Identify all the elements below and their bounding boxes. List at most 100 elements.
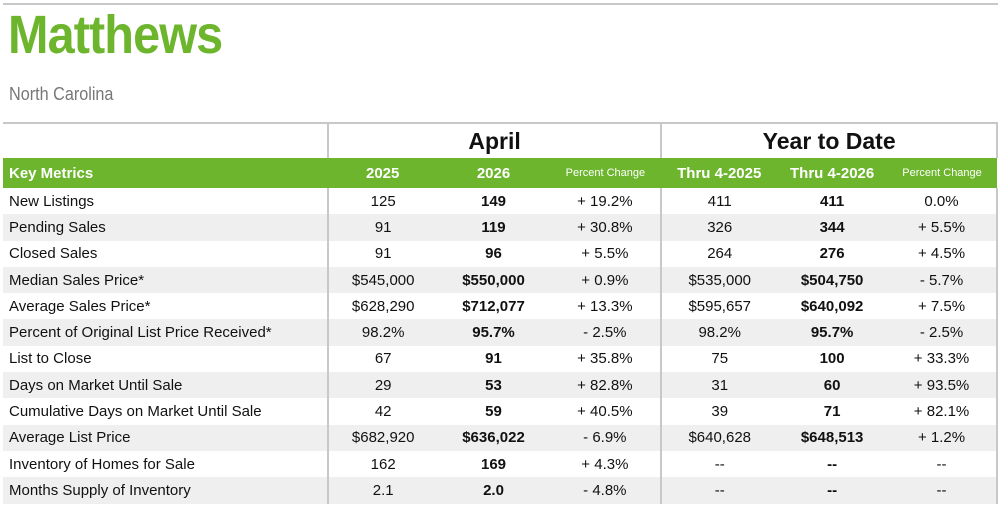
metric-name: Percent of Original List Price Received* bbox=[3, 319, 328, 346]
metric-value: + 40.5% bbox=[577, 403, 633, 421]
metric-value: 95.7% bbox=[437, 319, 550, 346]
metric-value: 326 bbox=[660, 214, 778, 241]
header-row: Key Metrics 2025 2026 Percent Change Thru 4-… bbox=[3, 158, 997, 188]
metric-value: $712,077 bbox=[462, 297, 525, 315]
metric-value: 125 bbox=[326, 188, 438, 215]
metric-value: $648,513 bbox=[777, 424, 888, 451]
metric-value: -- bbox=[777, 477, 888, 504]
metric-value: -- bbox=[887, 450, 998, 478]
metric-value: $545,000 bbox=[326, 266, 438, 294]
metric-value: 42 bbox=[326, 398, 438, 425]
metrics-table: April Year to Date Key Metrics 2025 2026 Pe… bbox=[3, 122, 998, 504]
metric-name: Median Sales Price* bbox=[3, 266, 328, 294]
metric-value: 91 bbox=[485, 350, 502, 368]
metric-value: + 13.3% bbox=[577, 297, 633, 315]
blank bbox=[3, 122, 328, 158]
metric-value: + 93.5% bbox=[887, 372, 998, 399]
top-rule bbox=[3, 3, 998, 5]
metric-value: - 5.7% bbox=[887, 266, 998, 294]
metric-value: 0.0% bbox=[887, 188, 998, 215]
metric-value: 39 bbox=[660, 398, 778, 425]
metric-value: 71 bbox=[823, 403, 841, 421]
metric-value: - 2.5% bbox=[549, 319, 662, 346]
metric-value: + 5.5% bbox=[581, 245, 629, 263]
metric-value: -- bbox=[887, 477, 998, 504]
metric-value: 60 bbox=[777, 372, 888, 399]
title: Matthews bbox=[8, 5, 223, 65]
metric-name: Cumulative Days on Market Until Sale bbox=[9, 403, 262, 421]
metric-value: 411 bbox=[820, 192, 845, 210]
metric-value: + 5.5% bbox=[887, 214, 998, 241]
metric-value: 264 bbox=[660, 240, 778, 267]
metric-value: 169 bbox=[481, 455, 507, 473]
table-row: Closed Sales 91 96 + 5.5% 264 276 + 4.5% bbox=[3, 240, 998, 267]
table-row: Percent of Original List Price Received*… bbox=[3, 319, 998, 346]
metric-value: + 19.2% bbox=[577, 192, 633, 210]
subtitle: North Carolina bbox=[9, 84, 114, 104]
metric-name: Months Supply of Inventory bbox=[3, 477, 328, 504]
metric-name: New Listings bbox=[9, 192, 95, 210]
metric-name: Average Sales Price* bbox=[9, 297, 151, 315]
metric-value: 95.7% bbox=[777, 319, 888, 346]
metric-value: $535,000 bbox=[660, 266, 778, 294]
table-body: New Listings 125 149 + 19.2% 411 411 0.0% Pendi… bbox=[3, 188, 998, 504]
metric-value: $640,092 bbox=[800, 297, 864, 315]
metric-value: + 33.3% bbox=[887, 345, 998, 373]
metric-value: 96 bbox=[485, 245, 502, 263]
metric-value: -- bbox=[660, 450, 778, 478]
metric-value: 75 bbox=[660, 345, 778, 373]
metric-value: + 4.3% bbox=[581, 455, 629, 473]
metric-value: + 30.8% bbox=[549, 214, 662, 241]
metric-value: $682,920 bbox=[326, 424, 438, 451]
metric-value: -- bbox=[660, 477, 778, 504]
metric-value: + 82.8% bbox=[549, 372, 662, 399]
table-row: Median Sales Price* $545,000 $550,000 + 0.9… bbox=[3, 266, 998, 294]
column-header: Thru 4-2025 bbox=[661, 158, 778, 188]
metric-value: $628,290 bbox=[326, 293, 438, 320]
table-row: Pending Sales 91 119 + 30.8% 326 344 + 5.5% bbox=[3, 214, 998, 241]
table-row: Months Supply of Inventory 2.1 2.0- 4.8% --… bbox=[3, 477, 998, 504]
metric-value: - 6.9% bbox=[549, 424, 662, 451]
column-header: Percent Change bbox=[549, 158, 662, 188]
metric-value: $640,628 bbox=[660, 424, 778, 451]
metric-value: 53 bbox=[437, 372, 550, 399]
metric-name: Pending Sales bbox=[3, 214, 328, 241]
metric-value: 98.2% bbox=[660, 319, 778, 346]
group-row: April Year to Date bbox=[3, 122, 998, 158]
metric-value: - 2.5% bbox=[887, 319, 998, 346]
column-header: Key Metrics bbox=[3, 158, 328, 188]
metric-value: 344 bbox=[777, 214, 888, 241]
metric-value: 91 bbox=[326, 240, 438, 267]
table-row: New Listings 125 149 + 19.2% 411 411 0.0% bbox=[3, 188, 998, 215]
column-header: Percent Change bbox=[887, 158, 997, 188]
metric-value: $504,750 bbox=[777, 266, 888, 294]
metric-value: 119 bbox=[437, 214, 550, 241]
metric-value: 411 bbox=[660, 188, 778, 215]
metric-value: 2.0 bbox=[437, 477, 550, 504]
metric-value: 29 bbox=[326, 372, 438, 399]
group-header: Year to Date bbox=[660, 122, 998, 158]
table-row: List to Close 67 91 + 35.8% 75 100 + 33.3% bbox=[3, 345, 998, 373]
table-row: Inventory of Homes for Sale 162 169 + 4.3% -… bbox=[3, 450, 998, 478]
metric-value: - 4.8% bbox=[549, 477, 662, 504]
metric-value: 100 bbox=[819, 350, 845, 368]
metric-value: 67 bbox=[326, 345, 438, 373]
metric-value: 31 bbox=[660, 372, 778, 399]
column-header: 2025 bbox=[327, 158, 438, 188]
table-row: Cumulative Days on Market Until Sale 42 59… bbox=[3, 398, 998, 425]
metric-value: + 0.9% bbox=[549, 266, 662, 294]
metric-value: + 82.1% bbox=[887, 398, 998, 425]
metric-value: 59 bbox=[485, 403, 502, 421]
metric-value: 2.1 bbox=[326, 477, 438, 504]
table-row: Days on Market Until Sale 29 53 + 82.8% 31 60… bbox=[3, 372, 998, 399]
metric-name: Inventory of Homes for Sale bbox=[9, 455, 195, 473]
metric-value: 162 bbox=[326, 450, 438, 478]
table-row: Average Sales Price* $628,290 $712,077 + 13… bbox=[3, 293, 998, 320]
metric-name: Closed Sales bbox=[9, 245, 98, 263]
table-row: Average List Price $682,920 $636,022- 6.9%… bbox=[3, 424, 998, 451]
metric-value: -- bbox=[827, 455, 838, 473]
metric-name: Days on Market Until Sale bbox=[3, 372, 328, 399]
metric-value: + 4.5% bbox=[887, 240, 998, 267]
metric-value: $636,022 bbox=[437, 424, 550, 451]
